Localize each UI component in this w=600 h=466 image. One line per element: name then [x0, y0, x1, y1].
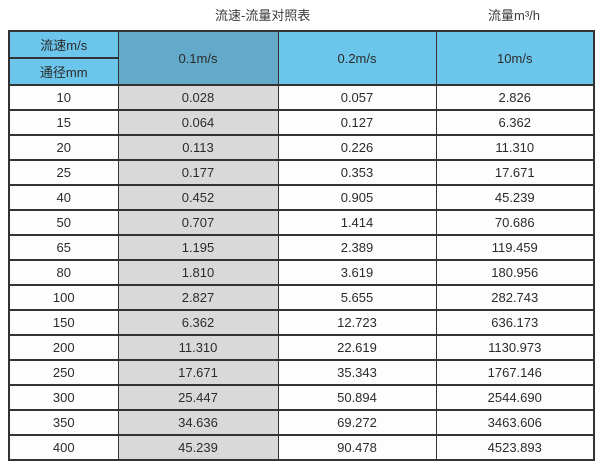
flow-value-cell: 0.226 — [277, 134, 437, 161]
flow-value-cell: 4523.893 — [435, 434, 595, 461]
diameter-header-cell: 通径mm — [8, 57, 119, 86]
flow-value-cell: 1.414 — [277, 209, 437, 236]
diameter-cell: 20 — [8, 134, 119, 161]
flow-value-cell: 70.686 — [435, 209, 595, 236]
table-header: 流速m/s 0.1m/s 0.2m/s 10m/s 通径mm — [8, 30, 595, 86]
flow-value-cell: 69.272 — [277, 409, 437, 436]
diameter-cell: 25 — [8, 159, 119, 186]
page-title: 流速-流量对照表 — [215, 8, 311, 23]
flow-value-cell: 0.905 — [277, 184, 437, 211]
flow-value-cell: 0.353 — [277, 159, 437, 186]
table-body: 10 0.028 0.057 2.826 15 0.064 0.127 6.362 20 0.11… — [8, 84, 595, 461]
diameter-cell: 150 — [8, 309, 119, 336]
flow-value-cell: 45.239 — [117, 434, 279, 461]
flow-value-cell: 45.239 — [435, 184, 595, 211]
table-row: 80 1.810 3.619 180.956 — [8, 259, 595, 286]
table-row: 300 25.447 50.894 2544.690 — [8, 384, 595, 411]
flow-value-cell: 0.707 — [117, 209, 279, 236]
flow-value-cell: 0.057 — [277, 84, 437, 111]
diameter-cell: 80 — [8, 259, 119, 286]
diameter-cell: 300 — [8, 384, 119, 411]
flow-value-cell: 0.113 — [117, 134, 279, 161]
flow-value-cell: 3.619 — [277, 259, 437, 286]
diameter-cell: 350 — [8, 409, 119, 436]
flow-value-cell: 6.362 — [117, 309, 279, 336]
diameter-cell: 100 — [8, 284, 119, 311]
table-row: 65 1.195 2.389 119.459 — [8, 234, 595, 261]
flow-value-cell: 0.064 — [117, 109, 279, 136]
flow-value-cell: 50.894 — [277, 384, 437, 411]
table-row: 15 0.064 0.127 6.362 — [8, 109, 595, 136]
flow-value-cell: 90.478 — [277, 434, 437, 461]
header-row-velocity: 流速m/s 0.1m/s 0.2m/s 10m/s — [8, 30, 595, 86]
diameter-cell: 50 — [8, 209, 119, 236]
flow-value-cell: 0.127 — [277, 109, 437, 136]
flow-value-cell: 282.743 — [435, 284, 595, 311]
flow-value-cell: 35.343 — [277, 359, 437, 386]
flow-value-cell: 0.177 — [117, 159, 279, 186]
flow-value-cell: 2.826 — [435, 84, 595, 111]
flow-value-cell: 11.310 — [117, 334, 279, 361]
flow-value-cell: 11.310 — [435, 134, 595, 161]
diameter-cell: 65 — [8, 234, 119, 261]
flow-value-cell: 5.655 — [277, 284, 437, 311]
diameter-cell: 15 — [8, 109, 119, 136]
header-row-diameter: 通径mm — [8, 57, 594, 86]
flow-unit-label: 流量m³/h — [488, 8, 541, 23]
flow-value-cell: 2.389 — [277, 234, 437, 261]
column-header-10ms: 10m/s — [435, 30, 595, 86]
flow-value-cell: 22.619 — [277, 334, 437, 361]
flow-value-cell: 2.827 — [117, 284, 279, 311]
flow-value-cell: 636.173 — [435, 309, 595, 336]
flow-value-cell: 12.723 — [277, 309, 437, 336]
flow-value-cell: 119.459 — [435, 234, 595, 261]
table-row: 50 0.707 1.414 70.686 — [8, 209, 595, 236]
diameter-cell: 10 — [8, 84, 119, 111]
table-row: 20 0.113 0.226 11.310 — [8, 134, 595, 161]
flow-value-cell: 2544.690 — [435, 384, 595, 411]
flow-value-cell: 34.636 — [117, 409, 279, 436]
flow-value-cell: 1130.973 — [435, 334, 595, 361]
table-row: 100 2.827 5.655 282.743 — [8, 284, 595, 311]
flow-value-cell: 17.671 — [435, 159, 595, 186]
table-row: 10 0.028 0.057 2.826 — [8, 84, 595, 111]
flow-value-cell: 180.956 — [435, 259, 595, 286]
flow-value-cell: 0.028 — [117, 84, 279, 111]
diameter-cell: 400 — [8, 434, 119, 461]
diameter-cell: 40 — [8, 184, 119, 211]
flow-value-cell: 1767.146 — [435, 359, 595, 386]
flow-value-cell: 3463.606 — [435, 409, 595, 436]
flow-value-cell: 1.810 — [117, 259, 279, 286]
flow-value-cell: 0.452 — [117, 184, 279, 211]
diameter-cell: 200 — [8, 334, 119, 361]
flow-value-cell: 17.671 — [117, 359, 279, 386]
table-row: 400 45.239 90.478 4523.893 — [8, 434, 595, 461]
table-row: 150 6.362 12.723 636.173 — [8, 309, 595, 336]
column-header-0-1ms: 0.1m/s — [117, 30, 279, 86]
diameter-cell: 250 — [8, 359, 119, 386]
flow-value-cell: 6.362 — [435, 109, 595, 136]
table-row: 40 0.452 0.905 45.239 — [8, 184, 595, 211]
flow-value-cell: 1.195 — [117, 234, 279, 261]
table-row: 350 34.636 69.272 3463.606 — [8, 409, 595, 436]
flow-value-cell: 25.447 — [117, 384, 279, 411]
velocity-header-cell: 流速m/s — [8, 30, 119, 59]
table-row: 25 0.177 0.353 17.671 — [8, 159, 595, 186]
column-header-0-2ms: 0.2m/s — [277, 30, 437, 86]
table-row: 250 17.671 35.343 1767.146 — [8, 359, 595, 386]
table-row: 200 11.310 22.619 1130.973 — [8, 334, 595, 361]
flow-rate-table: 流速m/s 0.1m/s 0.2m/s 10m/s 通径mm 10 0.028 0.… — [8, 30, 595, 461]
